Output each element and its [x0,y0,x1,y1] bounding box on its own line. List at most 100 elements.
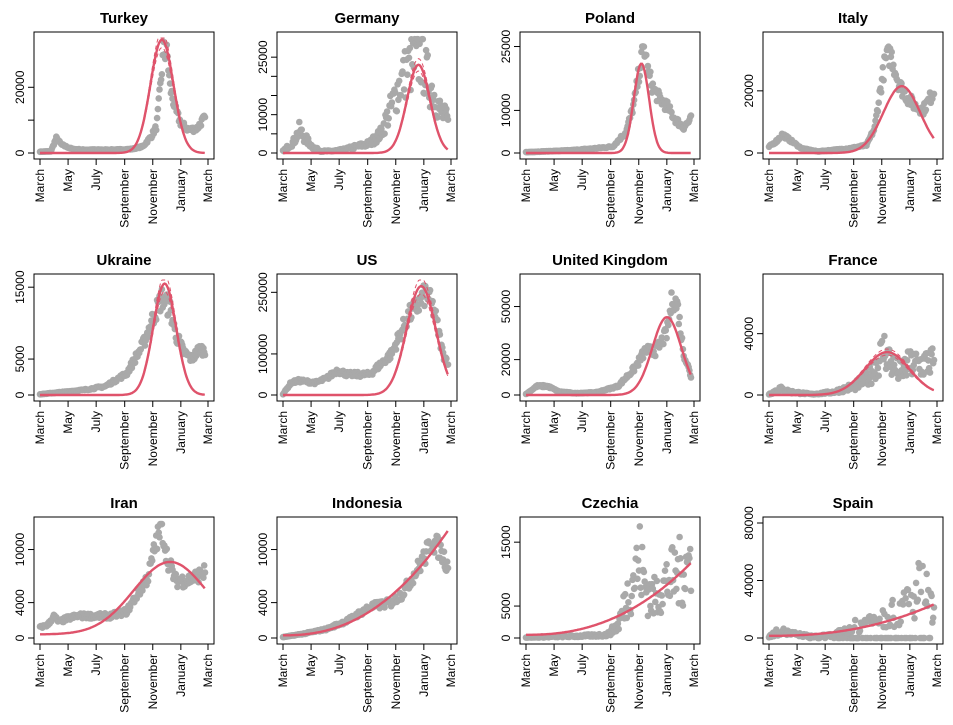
panel-spain: Spain 0 40000 80000 March May July September Nov… [742,495,944,713]
panel-title: Italy [838,10,869,27]
y-tick-label: 250000 [256,272,270,312]
data-point [434,114,441,121]
y-tick-label: 100000 [256,334,270,374]
data-point [872,117,879,124]
data-point [157,76,165,83]
data-point [148,557,156,564]
panel-title: France [828,252,877,269]
x-tick-label: March [276,654,290,687]
data-points [36,520,209,631]
fit-line [526,562,692,636]
data-point [868,380,875,388]
y-tick-label: 0 [499,634,513,641]
data-point [397,335,405,343]
data-point [419,293,427,300]
y-tick-label: 0 [13,149,27,156]
plot-frame [762,273,944,402]
data-point [434,316,441,324]
x-tick-label: March [519,654,533,687]
plot-frame [33,273,215,402]
x-tick-label: November [389,169,403,224]
y-tick-label: 50000 [499,290,513,324]
panel-title: Germany [334,10,400,27]
x-tick-label: September [604,654,618,713]
data-point [638,591,645,599]
data-point [686,554,693,562]
data-point [673,585,680,593]
data-point [658,592,666,599]
data-point [201,351,209,359]
x-tick-label: November [389,411,403,466]
data-point [666,103,674,110]
x-tick-label: September [604,169,618,228]
data-point [874,108,882,115]
plot-frame [33,31,215,160]
data-point [152,126,160,134]
data-point [888,48,895,56]
x-tick-label: March [519,169,533,202]
data-point [649,585,657,592]
data-point [881,332,888,340]
data-point [156,534,163,541]
fit-line [283,530,449,637]
x-tick-label: March [33,654,47,687]
data-point [393,107,401,115]
data-points [765,43,938,155]
data-point [625,599,632,606]
y-tick-label: 0 [256,634,270,641]
data-point [388,99,396,106]
y-tick-label: 15000 [13,270,27,304]
data-point [687,587,695,595]
data-point [878,337,886,345]
x-tick-label: March [762,654,776,687]
x-tick-label: March [444,169,458,202]
panel-title: Turkey [100,10,149,27]
data-point [679,602,687,609]
x-tick-label: November [632,169,646,224]
data-point [419,35,427,43]
panel-title: United Kingdom [552,252,668,269]
data-point [406,44,414,52]
data-point [415,307,423,314]
data-point [903,372,910,379]
data-point [158,71,166,78]
data-point [643,51,650,59]
data-point [378,125,385,133]
x-tick-label: March [201,654,215,687]
data-point [430,91,438,99]
data-point [156,86,163,93]
plot-frame [519,516,701,645]
x-tick-label: May [304,654,318,677]
fit-line [526,62,691,155]
panel-title: Indonesia [332,495,403,512]
data-point [131,359,139,367]
panel-us: US 0 100000 250000 March May July September Nove… [256,252,458,470]
data-point [912,579,920,587]
data-point [661,567,669,574]
data-point [628,592,635,600]
data-point [926,369,934,376]
x-tick-label: May [790,169,804,192]
data-point [652,598,659,606]
plot-frame [33,516,215,645]
data-point [877,89,885,96]
x-tick-label: January [660,654,674,697]
x-tick-label: July [332,654,346,675]
panel-italy: Italy 0 20000 March May July September November… [742,10,944,228]
panel-france: France 0 40000 March May July September Novembe… [742,252,944,470]
y-tick-label: 5000 [13,345,27,372]
x-tick-label: November [875,411,889,466]
data-point [875,372,882,380]
data-point [930,356,938,364]
panel-title: US [357,252,378,269]
data-point [662,327,670,334]
data-point [640,568,648,576]
x-tick-label: May [547,169,561,192]
data-point [902,595,909,602]
x-tick-label: July [332,169,346,190]
x-tick-label: May [547,654,561,677]
data-point [903,357,911,364]
data-point [647,68,654,76]
data-point [649,80,657,87]
x-tick-label: March [444,654,458,687]
